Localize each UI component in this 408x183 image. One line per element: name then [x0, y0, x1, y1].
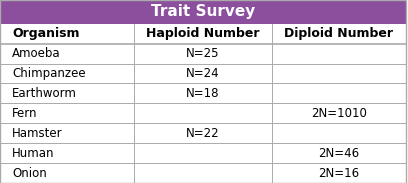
Text: Organism: Organism [12, 27, 80, 40]
Text: Haploid Number: Haploid Number [146, 27, 259, 40]
Bar [0, 24, 406, 44]
Text: N=24: N=24 [186, 67, 220, 80]
Bar [0, 123, 406, 143]
Text: 2N=46: 2N=46 [318, 147, 359, 160]
Text: N=22: N=22 [186, 127, 220, 140]
Bar [0, 83, 406, 103]
Text: Diploid Number: Diploid Number [284, 27, 393, 40]
Bar [0, 163, 406, 183]
Text: Earthworm: Earthworm [12, 87, 77, 100]
Bar [0, 64, 406, 83]
Bar [0, 143, 406, 163]
Text: Fern: Fern [12, 107, 38, 120]
Bar [0, 44, 406, 64]
Bar [0, 103, 406, 123]
Text: 2N=1010: 2N=1010 [311, 107, 367, 120]
Bar [0, 0, 406, 24]
Text: 2N=16: 2N=16 [318, 167, 359, 180]
Text: Trait Survey: Trait Survey [151, 4, 255, 19]
Text: N=25: N=25 [186, 47, 220, 60]
Text: Human: Human [12, 147, 55, 160]
Text: Amoeba: Amoeba [12, 47, 61, 60]
Text: Chimpanzee: Chimpanzee [12, 67, 86, 80]
Text: N=18: N=18 [186, 87, 220, 100]
Text: Onion: Onion [12, 167, 47, 180]
Text: Hamster: Hamster [12, 127, 63, 140]
